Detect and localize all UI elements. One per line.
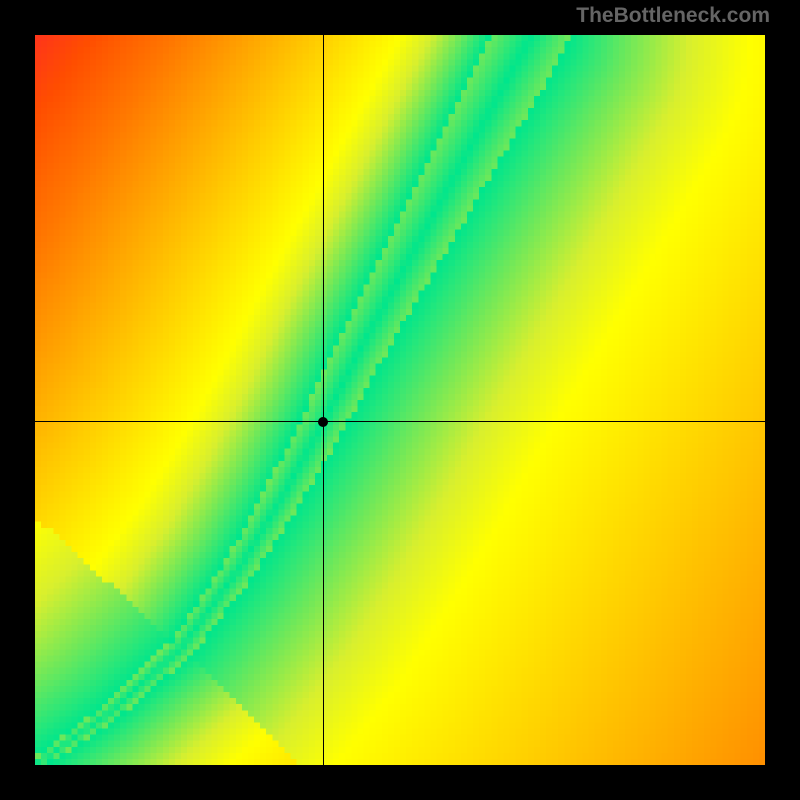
- crosshair-horizontal: [35, 421, 765, 422]
- bottleneck-marker: [318, 417, 328, 427]
- crosshair-vertical: [323, 35, 324, 765]
- chart-container: TheBottleneck.com: [0, 0, 800, 800]
- heatmap-canvas: [35, 35, 765, 765]
- watermark-text: TheBottleneck.com: [576, 4, 770, 28]
